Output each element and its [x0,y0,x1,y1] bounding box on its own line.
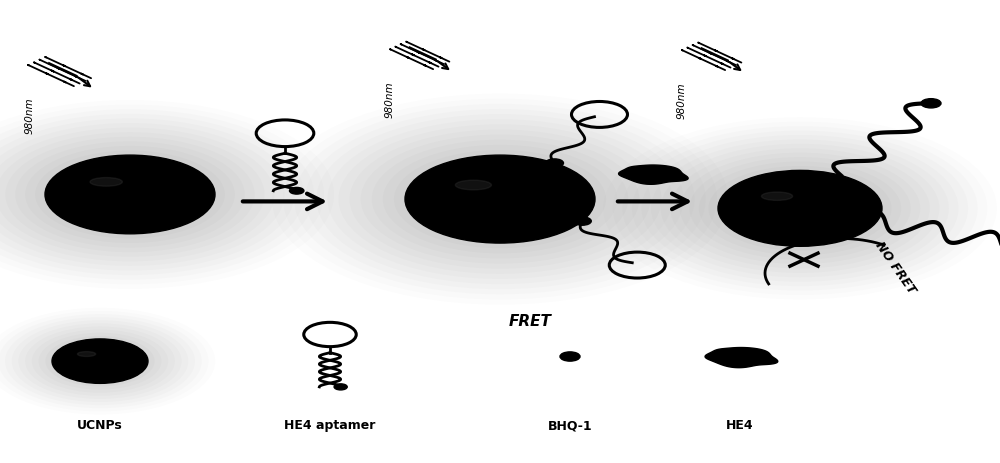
Ellipse shape [77,351,96,357]
Text: BHQ-1: BHQ-1 [548,419,592,432]
Text: 980nm: 980nm [385,81,395,118]
Circle shape [52,339,148,383]
Text: 980nm: 980nm [25,97,35,134]
Ellipse shape [455,180,491,190]
Circle shape [545,159,563,167]
Text: 980nm: 980nm [677,82,687,119]
Circle shape [45,155,215,234]
Polygon shape [619,165,688,184]
Text: FRET: FRET [509,314,551,329]
Circle shape [405,155,595,243]
Circle shape [334,384,347,390]
Circle shape [921,99,941,108]
Circle shape [560,352,580,361]
Text: UCNPs: UCNPs [77,419,123,432]
Polygon shape [705,348,778,368]
Ellipse shape [90,177,122,186]
Circle shape [290,188,304,194]
Text: NO FRET: NO FRET [872,239,918,296]
Circle shape [573,217,591,225]
Text: HE4 aptamer: HE4 aptamer [284,419,376,432]
Circle shape [718,170,882,246]
Ellipse shape [761,192,793,200]
Text: HE4: HE4 [726,419,754,432]
